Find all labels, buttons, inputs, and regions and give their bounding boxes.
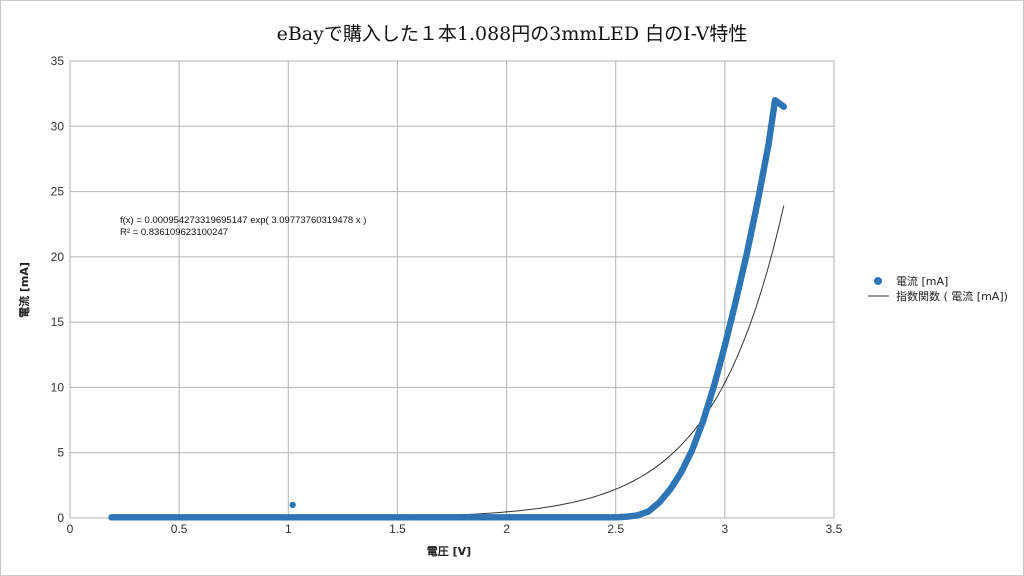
x-tick-label: 3 <box>722 522 729 536</box>
y-tick-label: 10 <box>51 380 65 394</box>
data-point-outlier <box>289 501 296 509</box>
y-tick-label: 15 <box>51 315 65 329</box>
y-tick-labels: 0 5 10 15 20 25 30 35 <box>51 54 65 525</box>
y-axis-title: 電流 [mA] <box>17 262 31 318</box>
grid <box>69 60 835 519</box>
x-tick-label: 0 <box>67 522 74 536</box>
y-tick-label: 25 <box>51 185 65 199</box>
x-tick-labels: 0 0.5 1 1.5 2 2.5 3 3.5 <box>67 522 843 536</box>
x-tick-label: 1.5 <box>389 522 406 536</box>
legend-marker-scatter <box>874 277 882 285</box>
y-tick-label: 30 <box>51 119 65 133</box>
legend: 電流 [mA] 指数関数 ( 電流 [mA]) <box>868 274 1008 303</box>
x-tick-label: 1 <box>285 522 292 536</box>
trend-r-squared: R² = 0.836109623100247 <box>120 227 228 238</box>
y-tick-label: 0 <box>57 511 64 525</box>
x-tick-label: 2 <box>503 522 510 536</box>
data-point <box>780 103 787 110</box>
legend-label-trend: 指数関数 ( 電流 [mA]) <box>896 289 1008 303</box>
x-axis-title: 電圧 [V] <box>427 545 471 558</box>
y-tick-label: 35 <box>51 54 65 68</box>
x-tick-label: 2.5 <box>607 522 624 536</box>
chart-title: eBayで購入した１本1.088円の3mmLED 白のI-V特性 <box>276 23 748 45</box>
x-tick-label: 3.5 <box>826 522 843 536</box>
trend-equation: f(x) = 0.000954273319695147 exp( 3.09773… <box>120 215 366 226</box>
y-tick-label: 20 <box>51 250 65 264</box>
y-tick-label: 5 <box>57 446 64 460</box>
legend-label-scatter: 電流 [mA] <box>896 274 948 288</box>
data-points <box>108 97 787 521</box>
x-tick-label: 0.5 <box>171 522 188 536</box>
